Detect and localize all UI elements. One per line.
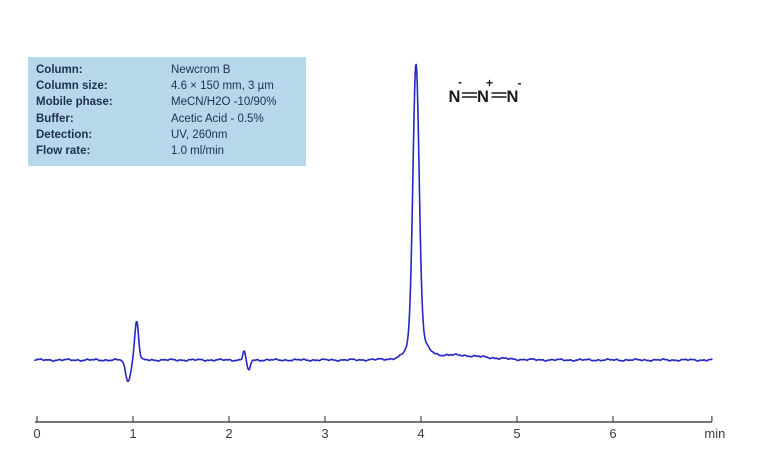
x-tick-label: 3 [321, 426, 328, 441]
method-value: 4.6 × 150 mm, 3 µm [171, 80, 274, 93]
method-label: Mobile phase: [36, 96, 113, 109]
charge-n1: - [458, 75, 462, 89]
x-tick-label: 0 [33, 426, 40, 441]
x-tick-label: 4 [417, 426, 424, 441]
charge-n3: - [518, 76, 522, 90]
method-row-detection: Detection: UV, 260nm [36, 127, 300, 143]
method-row-column: Column: Newcrom B [36, 62, 300, 78]
atom-n2: N [477, 88, 489, 106]
x-tick-label: 2 [225, 426, 232, 441]
method-label: Column size: [36, 80, 108, 93]
method-value: 1.0 ml/min [171, 145, 225, 158]
method-value: Newcrom B [171, 64, 231, 76]
time-axis: 0 1 2 3 4 5 6 min [33, 416, 725, 441]
method-value: MeCN/H2O -10/90% [171, 96, 277, 109]
method-label: Column: [36, 64, 83, 76]
method-label: Detection: [36, 128, 93, 141]
charge-n2: + [486, 76, 493, 90]
method-row-column-size: Column size: 4.6 × 150 mm, 3 µm [36, 78, 300, 94]
method-row-buffer: Buffer: Acetic Acid - 0.5% [36, 111, 300, 127]
atom-n3: N [507, 88, 519, 106]
x-axis-unit-label: min [704, 426, 725, 441]
method-label: Flow rate: [36, 145, 91, 158]
method-value: Acetic Acid - 0.5% [171, 112, 264, 125]
method-row-mobile-phase: Mobile phase: MeCN/H2O -10/90% [36, 94, 300, 110]
method-label: Buffer: [36, 112, 74, 125]
azide-structure: N N N - + - [449, 75, 522, 106]
x-tick-label: 6 [609, 426, 616, 441]
atom-n1: N [449, 88, 461, 106]
x-tick-label: 1 [129, 426, 136, 441]
method-row-flow-rate: Flow rate: 1.0 ml/min [36, 143, 300, 159]
method-value: UV, 260nm [171, 128, 228, 141]
method-info-box: Column: Newcrom B Column size: 4.6 × 150… [28, 57, 306, 167]
chromatogram-trace [34, 63, 713, 383]
x-tick-label: 5 [513, 426, 520, 441]
